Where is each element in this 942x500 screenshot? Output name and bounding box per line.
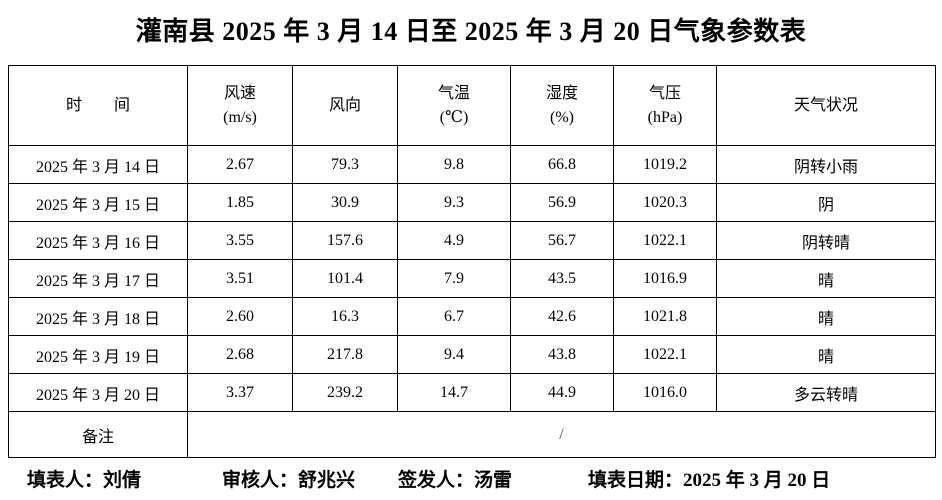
cell-weather: 阴 <box>716 183 936 222</box>
cell-pressure: 1016.0 <box>613 373 717 412</box>
cell-wind-dir: 30.9 <box>292 183 398 222</box>
cell-humidity: 56.7 <box>510 221 614 260</box>
table-row: 2025 年 3 月 16 日 3.55 157.6 4.9 56.7 1022… <box>8 221 936 260</box>
cell-date: 2025 年 3 月 19 日 <box>8 335 188 374</box>
remark-value: / <box>187 411 936 458</box>
table-row: 2025 年 3 月 15 日 1.85 30.9 9.3 56.9 1020.… <box>8 183 936 222</box>
table-header-row: 时 间 风速 (m/s) 风向 气温 (℃) 湿度 (%) 气压 (hPa) 天… <box>8 65 936 146</box>
cell-pressure: 1019.2 <box>613 145 717 184</box>
cell-date: 2025 年 3 月 20 日 <box>8 373 188 412</box>
cell-pressure: 1020.3 <box>613 183 717 222</box>
footer-line: 填表人：刘倩 审核人：舒兆兴 签发人：汤雷 填表日期：2025 年 3 月 20… <box>0 462 942 492</box>
col-header-time: 时 间 <box>8 65 188 146</box>
cell-temp: 9.3 <box>397 183 511 222</box>
cell-humidity: 43.5 <box>510 259 614 298</box>
cell-wind-speed: 3.55 <box>187 221 293 260</box>
cell-wind-speed: 2.68 <box>187 335 293 374</box>
cell-temp: 4.9 <box>397 221 511 260</box>
table-row: 2025 年 3 月 20 日 3.37 239.2 14.7 44.9 101… <box>8 373 936 412</box>
cell-wind-speed: 3.37 <box>187 373 293 412</box>
cell-wind-speed: 3.51 <box>187 259 293 298</box>
cell-date: 2025 年 3 月 18 日 <box>8 297 188 336</box>
cell-wind-speed: 2.67 <box>187 145 293 184</box>
cell-wind-dir: 239.2 <box>292 373 398 412</box>
cell-weather: 阴转晴 <box>716 221 936 260</box>
cell-humidity: 42.6 <box>510 297 614 336</box>
cell-wind-dir: 101.4 <box>292 259 398 298</box>
cell-weather: 晴 <box>716 297 936 336</box>
weather-table: 时 间 风速 (m/s) 风向 气温 (℃) 湿度 (%) 气压 (hPa) 天… <box>8 65 936 458</box>
col-header-humidity: 湿度 (%) <box>510 65 614 146</box>
cell-date: 2025 年 3 月 16 日 <box>8 221 188 260</box>
cell-date: 2025 年 3 月 14 日 <box>8 145 188 184</box>
cell-wind-dir: 217.8 <box>292 335 398 374</box>
table-row: 2025 年 3 月 18 日 2.60 16.3 6.7 42.6 1021.… <box>8 297 936 336</box>
cell-date: 2025 年 3 月 17 日 <box>8 259 188 298</box>
cell-pressure: 1022.1 <box>613 335 717 374</box>
cell-date: 2025 年 3 月 15 日 <box>8 183 188 222</box>
cell-humidity: 66.8 <box>510 145 614 184</box>
footer-reviewer: 审核人：舒兆兴 <box>222 470 356 491</box>
cell-temp: 7.9 <box>397 259 511 298</box>
col-header-temperature: 气温 (℃) <box>397 65 511 146</box>
table-row: 2025 年 3 月 14 日 2.67 79.3 9.8 66.8 1019.… <box>8 145 936 184</box>
remark-label: 备注 <box>8 411 188 458</box>
footer-issuer: 签发人：汤雷 <box>398 470 513 491</box>
col-header-wind-speed: 风速 (m/s) <box>187 65 293 146</box>
cell-wind-dir: 157.6 <box>292 221 398 260</box>
cell-temp: 9.8 <box>397 145 511 184</box>
cell-humidity: 44.9 <box>510 373 614 412</box>
cell-wind-dir: 79.3 <box>292 145 398 184</box>
document-title: 灌南县 2025 年 3 月 14 日至 2025 年 3 月 20 日气象参数… <box>135 17 807 46</box>
cell-humidity: 56.9 <box>510 183 614 222</box>
cell-pressure: 1021.8 <box>613 297 717 336</box>
footer-date: 填表日期：2025 年 3 月 20 日 <box>588 470 831 491</box>
col-header-pressure: 气压 (hPa) <box>613 65 717 146</box>
table-row: 2025 年 3 月 19 日 2.68 217.8 9.4 43.8 1022… <box>8 335 936 374</box>
cell-weather: 晴 <box>716 335 936 374</box>
col-header-wind-dir: 风向 <box>292 65 398 146</box>
cell-temp: 9.4 <box>397 335 511 374</box>
cell-weather: 阴转小雨 <box>716 145 936 184</box>
cell-weather: 多云转晴 <box>716 373 936 412</box>
col-header-weather: 天气状况 <box>716 65 936 146</box>
cell-temp: 6.7 <box>397 297 511 336</box>
cell-humidity: 43.8 <box>510 335 614 374</box>
cell-pressure: 1022.1 <box>613 221 717 260</box>
cell-wind-speed: 2.60 <box>187 297 293 336</box>
cell-temp: 14.7 <box>397 373 511 412</box>
cell-wind-dir: 16.3 <box>292 297 398 336</box>
table-row: 2025 年 3 月 17 日 3.51 101.4 7.9 43.5 1016… <box>8 259 936 298</box>
cell-wind-speed: 1.85 <box>187 183 293 222</box>
cell-pressure: 1016.9 <box>613 259 717 298</box>
remark-row: 备注 / <box>8 411 936 458</box>
cell-weather: 晴 <box>716 259 936 298</box>
footer-preparer: 填表人：刘倩 <box>27 470 142 491</box>
